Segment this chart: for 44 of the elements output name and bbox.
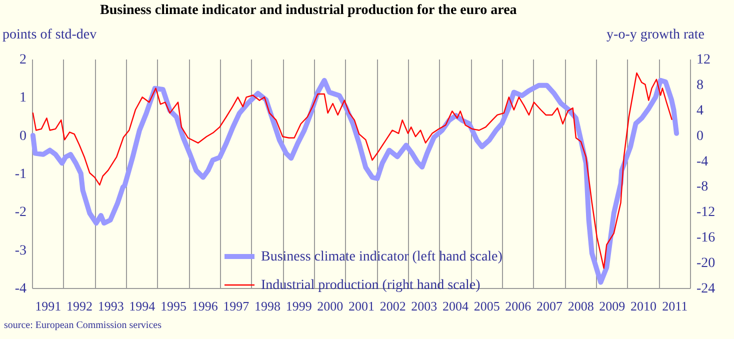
x-tick-label: 1991 (35, 298, 62, 314)
y2-tick-label: -12 (696, 205, 716, 220)
source-note: source: European Commission services (4, 320, 162, 331)
y-tick-label: 2 (20, 52, 26, 68)
x-tick-label: 2004 (442, 298, 469, 314)
x-tick-label: 1996 (192, 298, 218, 314)
x-tick-label: 2010 (630, 298, 656, 314)
y2-tick-label: 0 (696, 128, 704, 144)
x-tick-label: 1999 (286, 298, 312, 314)
y2-tick-label: -8 (696, 180, 708, 195)
x-tick-label: 2009 (599, 298, 626, 314)
y-tick-label: -1 (14, 167, 26, 182)
y2-tick-label: -4 (696, 154, 708, 170)
y2-tick-label: -16 (696, 230, 716, 246)
x-tick-label: 1998 (254, 298, 280, 314)
chart-title: Business climate indicator and industrial production for the euro area (100, 3, 517, 19)
x-tick-label: 1992 (66, 298, 92, 314)
y-tick-label: 1 (20, 90, 26, 106)
x-tick-label: 2001 (348, 298, 374, 314)
legend-label: Business climate indicator (left hand scale) (261, 250, 503, 264)
y-tick-label: -2 (14, 205, 26, 220)
x-tick-label: 2002 (380, 298, 406, 314)
x-tick-label: 2007 (536, 298, 563, 314)
y2-tick-label: 12 (696, 52, 710, 68)
y2-tick-label: 4 (696, 103, 704, 118)
legend-label: Industrial production (right hand scale) (261, 278, 481, 293)
y-axis-title: points of std-dev (2, 28, 97, 42)
x-tick-label: 2011 (662, 298, 688, 314)
y2-tick-label: -24 (696, 282, 716, 296)
x-tick-label: 2005 (474, 298, 500, 314)
x-tick-label: 2003 (411, 298, 438, 314)
y2-tick-label: -20 (696, 256, 716, 272)
y-tick-label: 0 (20, 128, 26, 144)
y2-axis-title: y-o-y growth rate (606, 28, 704, 42)
y-tick-label: -4 (14, 282, 26, 296)
x-tick-label: 1993 (98, 298, 124, 314)
y2-tick-label: 8 (696, 78, 704, 93)
x-tick-label: 1994 (129, 298, 156, 314)
x-tick-label: 2000 (317, 298, 344, 314)
x-tick-label: 1995 (160, 298, 186, 314)
x-tick-label: 1997 (223, 298, 250, 314)
x-tick-label: 2008 (568, 298, 594, 314)
y-tick-label: -3 (14, 243, 26, 258)
x-tick-label: 2006 (505, 298, 532, 314)
